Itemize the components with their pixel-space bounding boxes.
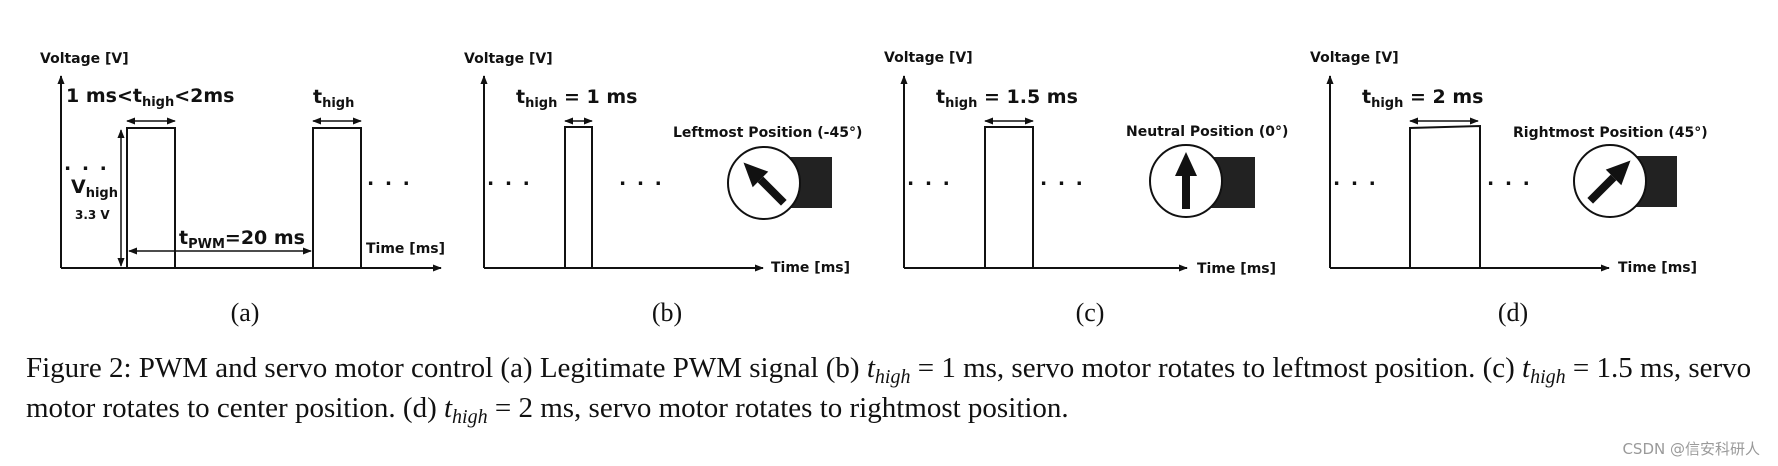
pwm-figure: Voltage [V] Time [ms] 1 ms<thigh<2ms thi… — [40, 50, 1708, 327]
panel-a-pulse-1 — [126, 127, 176, 268]
panel-c-dots-left: . . . — [907, 168, 952, 190]
panel-c-servo-arrow-icon — [1175, 152, 1197, 209]
panel-b-dots-left: . . . — [487, 168, 532, 190]
figure-caption: Figure 2: PWM and servo motor control (a… — [26, 352, 1752, 428]
panel-c-xlabel: Time [ms] — [1197, 261, 1276, 277]
panel-a-dots-left: . . . — [64, 153, 109, 175]
panel-d-dots-right: . . . — [1487, 168, 1532, 190]
panel-b-position-label: Leftmost Position (-45°) — [673, 125, 862, 141]
panel-d-pulse — [1409, 124, 1481, 268]
panel-d-servo-arrow-icon — [1587, 160, 1631, 204]
panel-d-dots-left: . . . — [1333, 168, 1378, 190]
panel-d-ylabel: Voltage [V] — [1310, 50, 1399, 66]
panel-a-ylabel: Voltage [V] — [40, 51, 129, 67]
watermark: CSDN @信安科研人 — [1622, 440, 1760, 458]
panel-d-xlabel: Time [ms] — [1618, 260, 1697, 276]
panel-b-servo — [727, 146, 832, 220]
panel-a-range-label: 1 ms<thigh<2ms — [66, 85, 234, 110]
panel-b-dots-right: . . . — [619, 168, 664, 190]
panel-a-xlabel: Time [ms] — [366, 241, 445, 257]
panel-a: Voltage [V] Time [ms] 1 ms<thigh<2ms thi… — [40, 51, 445, 327]
panel-b-servo-arrow-icon — [743, 162, 787, 206]
panel-b-ylabel: Voltage [V] — [464, 51, 553, 67]
panel-b-thigh-label: thigh = 1 ms — [516, 86, 637, 111]
panel-c-position-label: Neutral Position (0°) — [1126, 124, 1288, 140]
panel-a-sublabel: (a) — [231, 298, 260, 327]
panel-a-period-label: tPWM=20 ms — [179, 227, 305, 252]
panel-b-pulse — [564, 126, 593, 268]
panel-d: Voltage [V] Time [ms] thigh = 2 ms . . .… — [1310, 50, 1708, 327]
panel-b-sublabel: (b) — [652, 298, 682, 327]
panel-c-servo — [1149, 144, 1255, 218]
panel-a-pulse-2 — [312, 127, 362, 268]
panel-c-sublabel: (c) — [1076, 298, 1105, 327]
panel-a-dots-right: . . . — [367, 168, 412, 190]
panel-d-thigh-label: thigh = 2 ms — [1362, 86, 1483, 111]
panel-d-position-label: Rightmost Position (45°) — [1513, 125, 1708, 141]
panel-d-sublabel: (d) — [1498, 298, 1528, 327]
panel-c-pulse — [984, 126, 1034, 268]
panel-b-xlabel: Time [ms] — [771, 260, 850, 276]
panel-b: Voltage [V] Time [ms] thigh = 1 ms . . .… — [464, 51, 862, 327]
panel-a-vhigh-value: 3.3 V — [75, 208, 110, 222]
panel-c: Voltage [V] Time [ms] thigh = 1.5 ms . .… — [884, 50, 1288, 327]
panel-c-ylabel: Voltage [V] — [884, 50, 973, 66]
panel-d-servo — [1573, 144, 1677, 218]
panel-a-thigh-label: thigh — [313, 86, 354, 111]
panel-a-vhigh-label: Vhigh — [71, 176, 118, 201]
panel-c-thigh-label: thigh = 1.5 ms — [936, 86, 1078, 111]
panel-c-dots-right: . . . — [1040, 168, 1085, 190]
